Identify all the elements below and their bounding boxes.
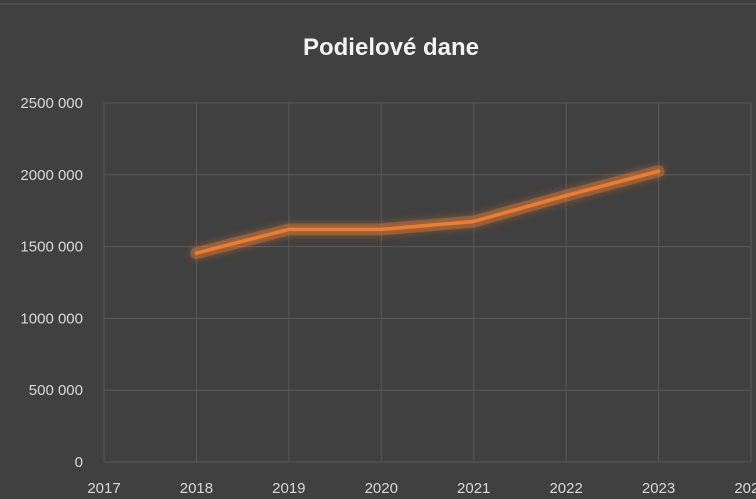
x-tick-label: 2018 <box>180 480 213 497</box>
y-tick-label: 2000 000 <box>20 167 83 184</box>
x-tick-label: 2019 <box>272 480 305 497</box>
x-tick-label: 2020 <box>365 480 398 497</box>
y-tick-label: 1000 000 <box>20 310 83 327</box>
y-tick-label: 1500 000 <box>20 239 83 256</box>
y-tick-label: 2500 000 <box>20 95 83 112</box>
y-tick-label: 500 000 <box>29 382 83 399</box>
x-tick-label: 2017 <box>87 480 120 497</box>
y-tick-label: 0 <box>75 454 83 471</box>
x-tick-label: 2023 <box>642 480 675 497</box>
series-line <box>194 169 661 255</box>
x-tick-label: 2022 <box>549 480 582 497</box>
series-layer <box>190 165 665 260</box>
gridlines <box>103 102 752 463</box>
chart-title: Podielové dane <box>303 34 479 61</box>
x-tick-label: 2024 <box>734 480 756 497</box>
x-tick-label: 2021 <box>457 480 490 497</box>
tick-labels: 0 500 000 1000 000 1500 000 2000 000 2500 000… <box>20 95 756 497</box>
